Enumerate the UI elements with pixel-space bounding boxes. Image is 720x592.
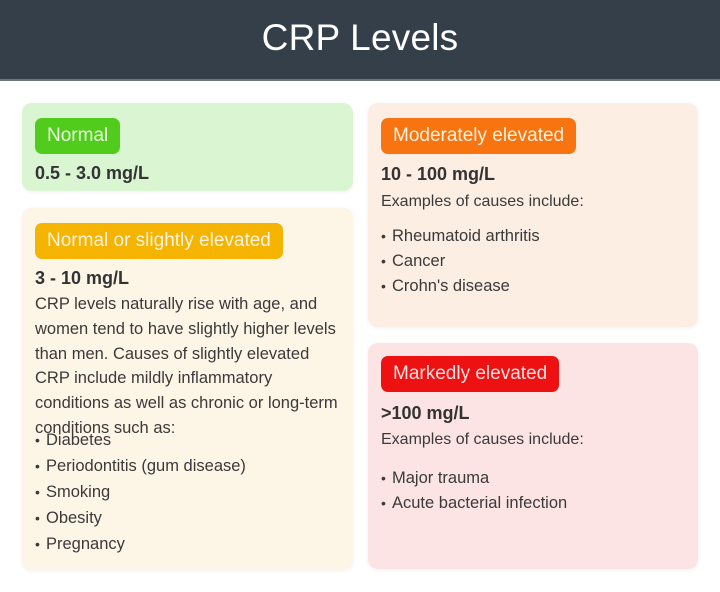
- level-badge-markedly-elevated: Markedly elevated: [381, 356, 560, 392]
- range-normal: 0.5 - 3.0 mg/L: [35, 163, 150, 183]
- card-moderately-elevated: Moderately elevated 10 - 100 mg/L Exampl…: [368, 103, 698, 327]
- cause-item: Obesity: [35, 509, 246, 535]
- causes-list-moderately-elevated: Rheumatoid arthritis Cancer Crohn's dise…: [381, 227, 540, 302]
- level-badge-moderately-elevated: Moderately elevated: [381, 118, 577, 154]
- causes-intro-moderately-elevated: Examples of causes include:: [381, 193, 584, 210]
- causes-intro-markedly-elevated: Examples of causes include:: [381, 431, 584, 448]
- page-header: CRP Levels: [0, 0, 720, 81]
- cause-item: Rheumatoid arthritis: [381, 227, 540, 252]
- cause-item: Acute bacterial infection: [381, 494, 567, 519]
- causes-list-markedly-elevated: Major trauma Acute bacterial infection: [381, 469, 567, 519]
- range-moderately-elevated: 10 - 100 mg/L: [381, 164, 496, 184]
- range-markedly-elevated: >100 mg/L: [381, 403, 470, 423]
- cause-item: Smoking: [35, 483, 246, 509]
- cause-item: Diabetes: [35, 431, 246, 457]
- cause-item: Crohn's disease: [381, 277, 540, 302]
- page-title: CRP Levels: [261, 16, 459, 58]
- level-badge-normal: Normal: [35, 118, 121, 154]
- cause-item: Major trauma: [381, 469, 567, 494]
- range-slightly-elevated: 3 - 10 mg/L: [35, 268, 130, 288]
- card-slightly-elevated: Normal or slightly elevated 3 - 10 mg/L …: [22, 208, 353, 570]
- cause-item: Pregnancy: [35, 535, 246, 561]
- causes-list-slightly-elevated: Diabetes Periodontitis (gum disease) Smo…: [35, 431, 246, 561]
- card-markedly-elevated: Markedly elevated >100 mg/L Examples of …: [368, 343, 698, 569]
- cause-item: Cancer: [381, 252, 540, 277]
- description-slightly-elevated: CRP levels naturally rise with age, and …: [35, 295, 338, 437]
- card-normal: Normal 0.5 - 3.0 mg/L: [22, 103, 353, 191]
- cause-item: Periodontitis (gum disease): [35, 457, 246, 483]
- level-badge-slightly-elevated: Normal or slightly elevated: [35, 223, 283, 259]
